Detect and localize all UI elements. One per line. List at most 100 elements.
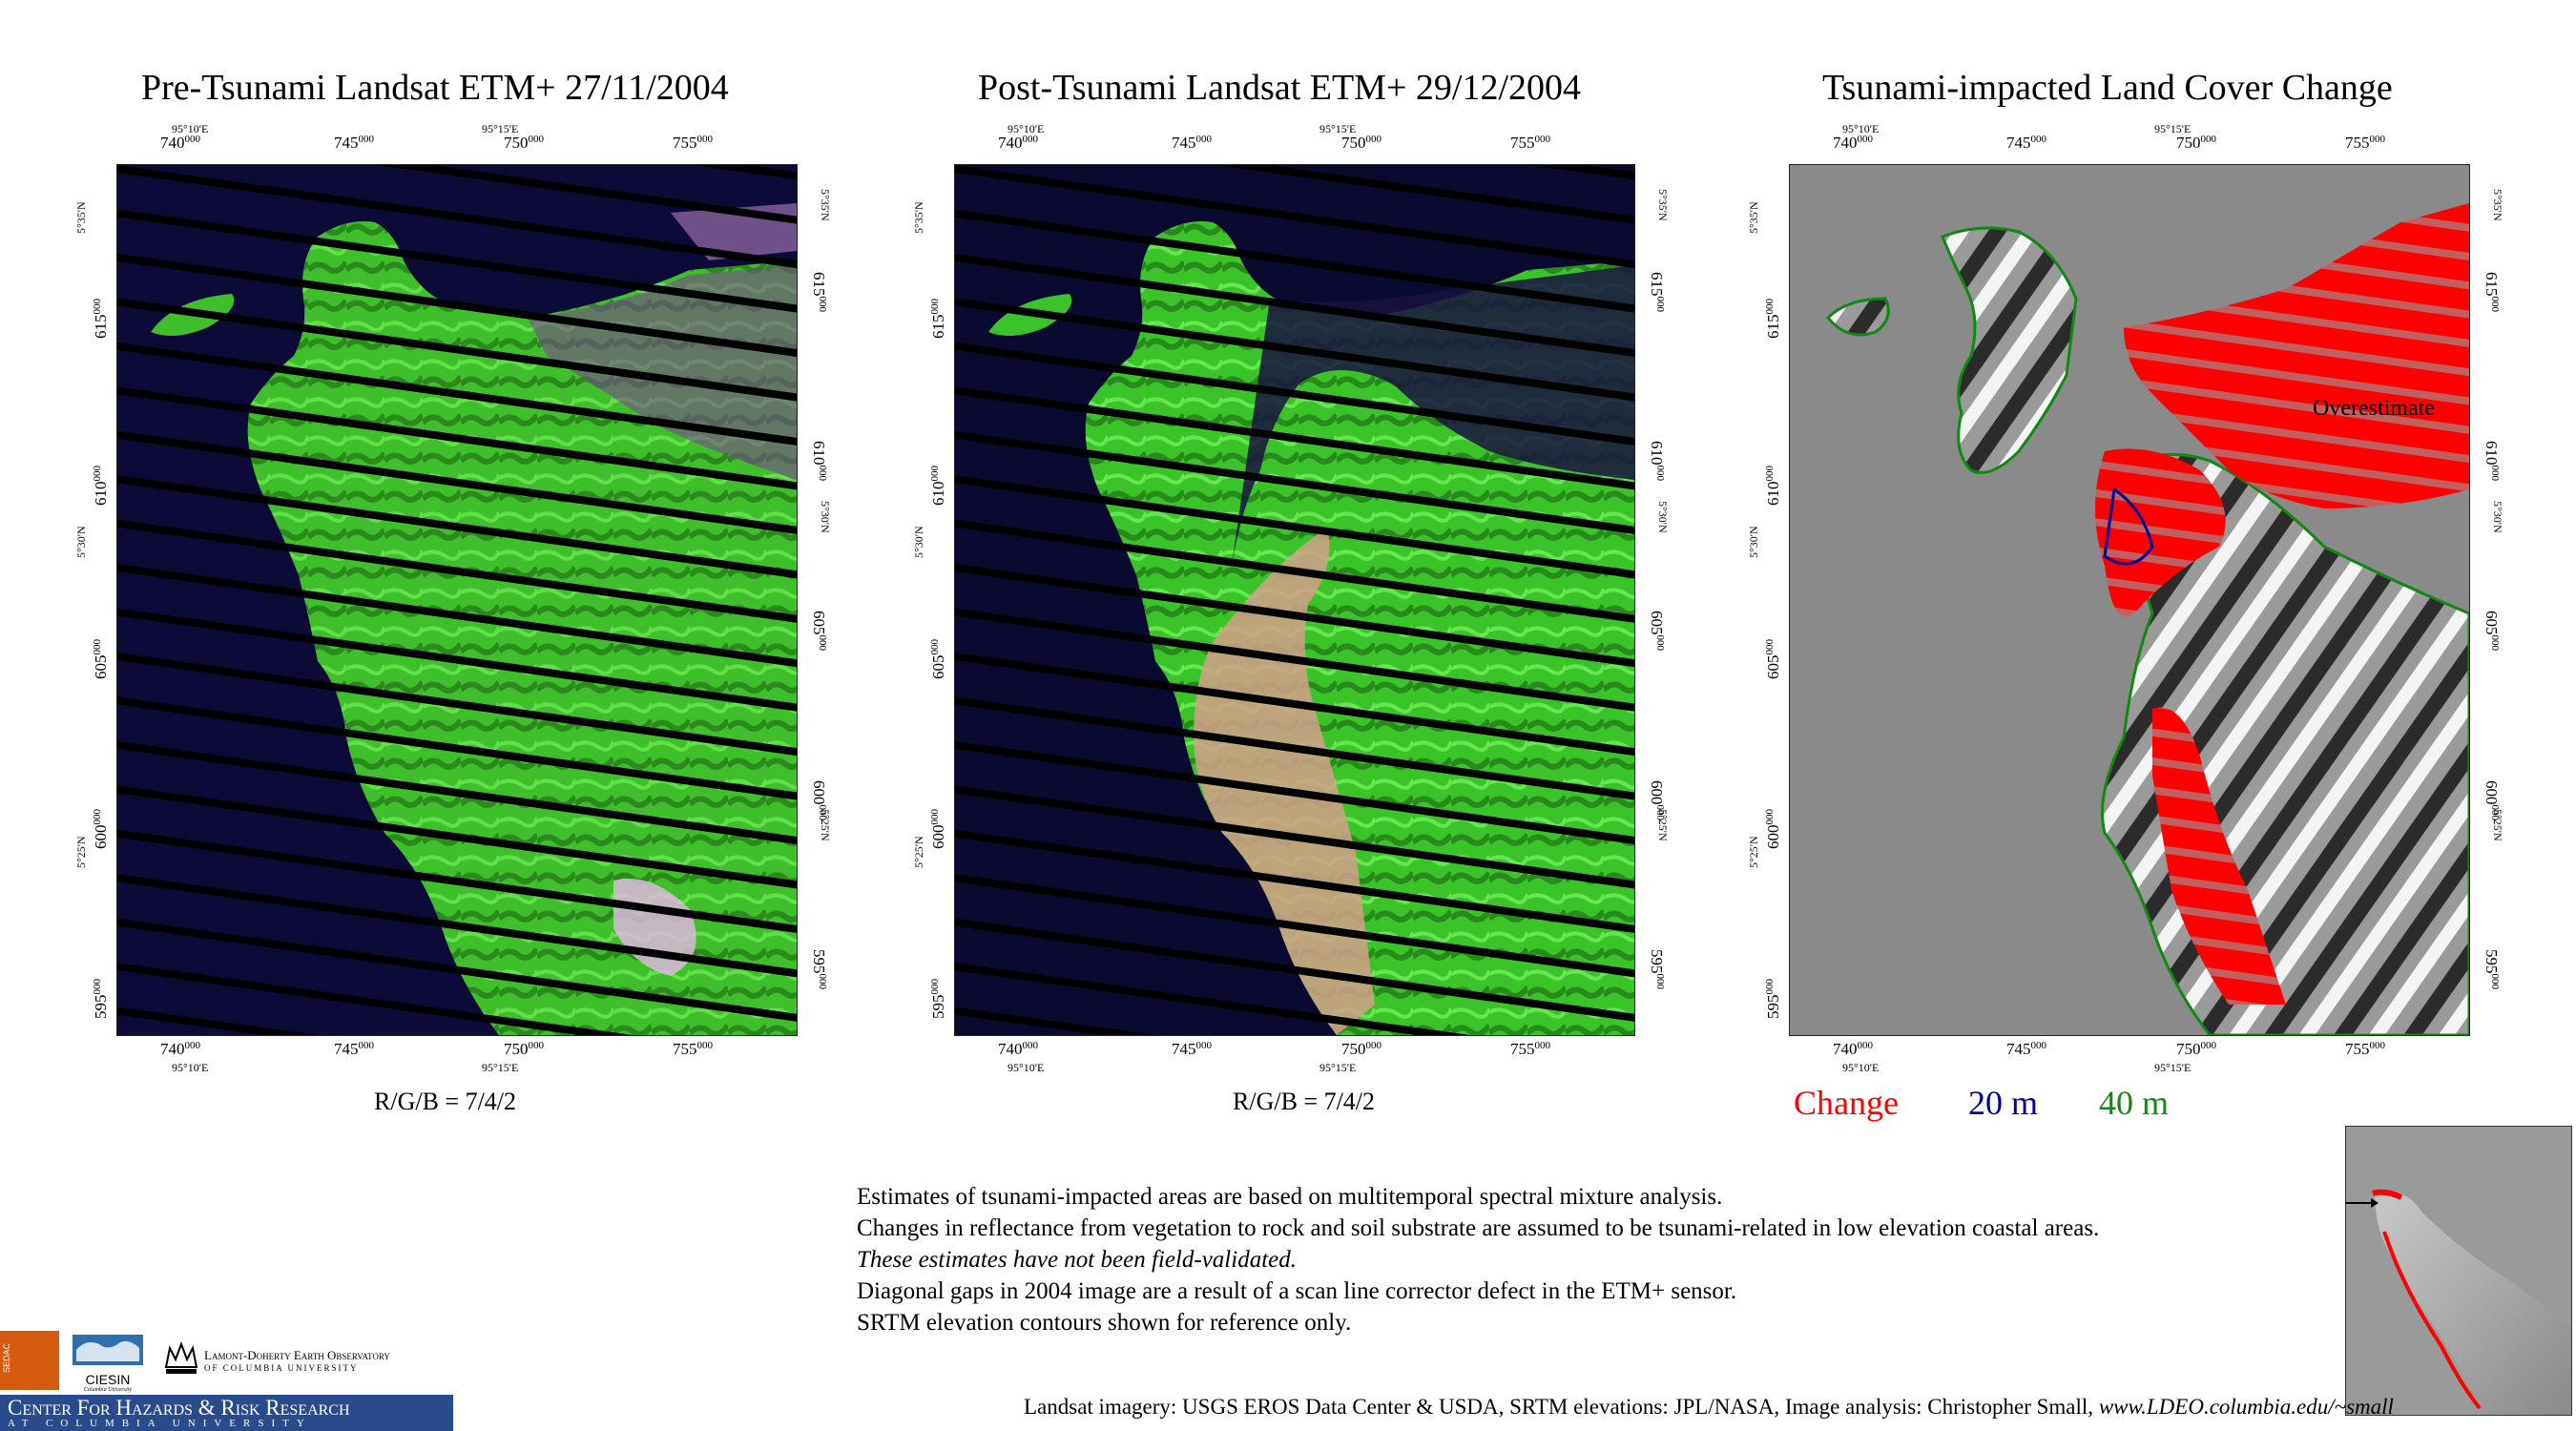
credits-line: Landsat imagery: USGS EROS Data Center &… <box>1024 1395 2394 1420</box>
easting-label: 745000 <box>2006 1040 2046 1058</box>
easting-label: 740000 <box>998 134 1038 152</box>
easting-label: 750000 <box>504 1040 544 1058</box>
post-tsunami-map <box>954 164 1635 1036</box>
post-tsunami-title: Post-Tsunami Landsat ETM+ 29/12/2004 <box>978 68 1582 108</box>
northing-label: 605000 <box>810 611 828 651</box>
longitude-label: 95°10'E <box>1842 1061 1880 1074</box>
easting-label: 755000 <box>2345 1040 2385 1058</box>
lamont-logo: Lamont-Doherty Earth Observatory of Colu… <box>162 1333 453 1388</box>
latitude-label: 5°35'N <box>2491 189 2504 221</box>
northing-label: 595000 <box>1764 979 1782 1019</box>
longitude-label: 95°15'E <box>1319 122 1357 135</box>
latitude-label: 5°25'N <box>819 809 832 841</box>
longitude-label: 95°10'E <box>172 1061 209 1074</box>
northing-label: 605000 <box>929 639 947 679</box>
northing-label: 605000 <box>1764 639 1782 679</box>
credits-url-link[interactable]: www.LDEO.columbia.edu/~small <box>2098 1395 2394 1419</box>
note-line: SRTM elevation contours shown for refere… <box>857 1310 1352 1336</box>
crown-icon <box>164 1341 198 1374</box>
longitude-label: 95°15'E <box>2154 1061 2192 1074</box>
latitude-label: 5°30'N <box>2491 501 2504 533</box>
easting-label: 750000 <box>2176 134 2216 152</box>
easting-label: 740000 <box>160 1040 200 1058</box>
northing-label: 595000 <box>92 979 110 1019</box>
northing-label: 615000 <box>929 299 947 339</box>
northing-label: 595000 <box>1648 949 1666 989</box>
change-map-title: Tsunami-impacted Land Cover Change <box>1822 68 2393 108</box>
easting-label: 745000 <box>1172 1040 1212 1058</box>
easting-label: 755000 <box>673 1040 713 1058</box>
northing-label: 610000 <box>1648 441 1666 481</box>
legend-contour-20m: 20 m <box>1968 1084 2039 1122</box>
latitude-label: 5°25'N <box>912 836 925 868</box>
easting-label: 740000 <box>160 134 200 152</box>
northing-label: 615000 <box>810 272 828 312</box>
northing-label: 595000 <box>810 949 828 989</box>
northing-label: 610000 <box>929 466 947 506</box>
note-line: These estimates have not been field-vali… <box>857 1247 1297 1273</box>
methodology-notes: Estimates of tsunami-impacted areas are … <box>857 1181 2099 1338</box>
northing-label: 600000 <box>1764 809 1782 849</box>
latitude-label: 5°25'N <box>1747 836 1760 868</box>
latitude-label: 5°30'N <box>819 501 832 533</box>
note-line: Diagonal gaps in 2004 image are a result… <box>857 1278 1737 1304</box>
easting-label: 755000 <box>2345 134 2385 152</box>
overestimate-label: Overestimate <box>2313 396 2435 421</box>
pre-tsunami-title: Pre-Tsunami Landsat ETM+ 27/11/2004 <box>141 68 729 108</box>
sedac-logo: SEDAC <box>0 1331 59 1390</box>
northing-label: 610000 <box>810 441 828 481</box>
latitude-label: 5°30'N <box>74 526 88 558</box>
longitude-label: 95°15'E <box>2154 122 2192 135</box>
northing-label: 610000 <box>2483 441 2501 481</box>
latitude-label: 5°30'N <box>1656 501 1670 533</box>
latitude-label: 5°30'N <box>1747 526 1760 558</box>
easting-label: 755000 <box>673 134 713 152</box>
pre-tsunami-map <box>116 164 798 1036</box>
northing-label: 605000 <box>1648 611 1666 651</box>
easting-label: 750000 <box>1341 134 1381 152</box>
easting-label: 750000 <box>1341 1040 1381 1058</box>
longitude-label: 95°15'E <box>1319 1061 1357 1074</box>
longitude-label: 95°10'E <box>1008 122 1045 135</box>
northing-label: 595000 <box>2483 949 2501 989</box>
location-inset-map <box>2345 1126 2572 1416</box>
northing-label: 615000 <box>2483 272 2501 312</box>
northing-label: 605000 <box>92 639 110 679</box>
northing-label: 595000 <box>929 979 947 1019</box>
easting-label: 755000 <box>1510 134 1550 152</box>
easting-label: 745000 <box>2006 134 2046 152</box>
legend-contour-40m: 40 m <box>2099 1084 2170 1122</box>
band-combination-caption: R/G/B = 7/4/2 <box>1233 1088 1376 1115</box>
easting-label: 740000 <box>998 1040 1038 1058</box>
legend-change: Change <box>1794 1084 1899 1122</box>
easting-label: 750000 <box>2176 1040 2216 1058</box>
longitude-label: 95°15'E <box>482 122 519 135</box>
latitude-label: 5°35'N <box>912 201 925 234</box>
northing-label: 615000 <box>1648 272 1666 312</box>
longitude-label: 95°10'E <box>172 122 209 135</box>
northing-label: 600000 <box>929 809 947 849</box>
northing-label: 610000 <box>1764 466 1782 506</box>
credits-text: Landsat imagery: USGS EROS Data Center &… <box>1024 1395 2094 1419</box>
institution-logos: SEDAC CIESIN Columbia University Lamont-… <box>0 1331 453 1431</box>
easting-label: 740000 <box>1833 1040 1873 1058</box>
band-combination-caption: R/G/B = 7/4/2 <box>374 1088 517 1115</box>
easting-label: 740000 <box>1833 134 1873 152</box>
longitude-label: 95°10'E <box>1842 122 1880 135</box>
northing-label: 615000 <box>92 299 110 339</box>
latitude-label: 5°35'N <box>819 189 832 221</box>
latitude-label: 5°35'N <box>1747 201 1760 234</box>
northing-label: 605000 <box>2483 611 2501 651</box>
easting-label: 745000 <box>1172 134 1212 152</box>
ciesin-logo: CIESIN Columbia University <box>67 1333 149 1393</box>
easting-label: 755000 <box>1510 1040 1550 1058</box>
globe-icon <box>73 1335 143 1365</box>
latitude-label: 5°25'N <box>1656 809 1670 841</box>
note-line: Estimates of tsunami-impacted areas are … <box>857 1184 1723 1210</box>
northing-label: 615000 <box>1764 299 1782 339</box>
chrr-banner: Center For Hazards & Risk Research At Co… <box>0 1395 453 1431</box>
land-cover-change-map: Overestimate <box>1789 164 2470 1036</box>
easting-label: 745000 <box>334 134 374 152</box>
note-line: Changes in reflectance from vegetation t… <box>857 1215 2100 1241</box>
latitude-label: 5°35'N <box>1656 189 1670 221</box>
